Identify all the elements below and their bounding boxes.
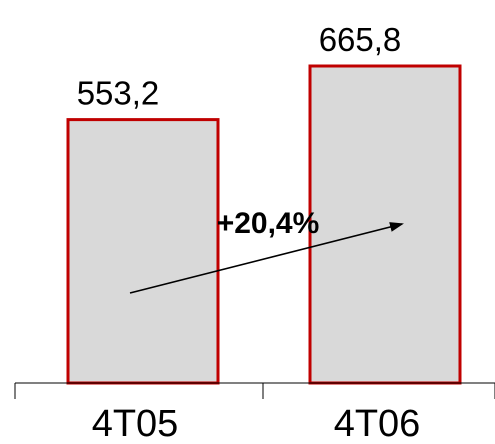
category-labels-group: 4T05 4T06	[92, 403, 421, 444]
x-axis-ticks	[14, 383, 495, 399]
growth-annotation: +20,4%	[217, 207, 320, 240]
data-label-4T06: 665,8	[319, 21, 402, 58]
bars-group	[66, 64, 462, 385]
value-labels-group: 553,2 665,8	[77, 21, 402, 112]
bar-4T06	[308, 64, 462, 385]
category-label-4T05: 4T05	[92, 403, 179, 444]
category-label-4T06: 4T06	[334, 403, 421, 444]
growth-arrow	[129, 222, 404, 294]
bar-4T05	[66, 118, 220, 385]
data-label-4T05: 553,2	[77, 75, 160, 112]
